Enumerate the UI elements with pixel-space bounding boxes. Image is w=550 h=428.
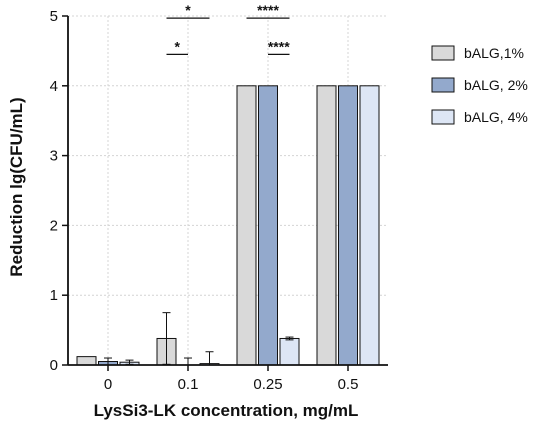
legend-label-2: bALG, 2%: [464, 77, 528, 93]
x-tick-label: 0: [104, 376, 112, 393]
significance-label: ****: [268, 38, 290, 54]
y-tick-label: 3: [50, 148, 58, 165]
y-tick-label: 5: [50, 8, 58, 25]
legend-label-1: bALG,1%: [464, 45, 524, 61]
x-tick-label: 0.5: [338, 376, 359, 393]
x-tick-label: 0.1: [178, 376, 199, 393]
legend: bALG,1% bALG, 2% bALG, 4%: [431, 45, 528, 125]
legend-swatch-3: [431, 109, 455, 125]
legend-swatch-2: [431, 77, 455, 93]
x-tick-label: 0.25: [253, 376, 282, 393]
bar-0.5-series-2: [338, 85, 358, 366]
grid: [68, 15, 388, 365]
x-axis-title: LysSi3-LK concentration, mg/mL: [94, 401, 359, 420]
bar-0.5-series-3: [359, 85, 380, 366]
bar-0-series-1: [76, 356, 97, 366]
bar-0.25-series-2: [258, 85, 278, 366]
legend-swatch-1: [431, 45, 455, 61]
bar-0.5-series-1: [316, 85, 337, 366]
axes: 0 1 2 3 4 5 0 0.1 0.25 0.5: [50, 8, 388, 393]
significance-annotations: **********: [166, 2, 290, 55]
significance-label: ****: [257, 2, 279, 18]
significance-label: *: [185, 2, 191, 18]
y-tick-label: 2: [50, 217, 58, 234]
y-axis-title: Reduction lg(CFU/mL): [7, 97, 26, 276]
bar-0.25-series-1: [236, 85, 257, 366]
legend-label-3: bALG, 4%: [464, 109, 528, 125]
significance-label: *: [175, 38, 181, 54]
y-tick-label: 1: [50, 287, 58, 304]
y-tick-label: 4: [50, 78, 58, 95]
bar-0.25-series-3: [279, 337, 300, 366]
y-tick-label: 0: [50, 357, 58, 374]
